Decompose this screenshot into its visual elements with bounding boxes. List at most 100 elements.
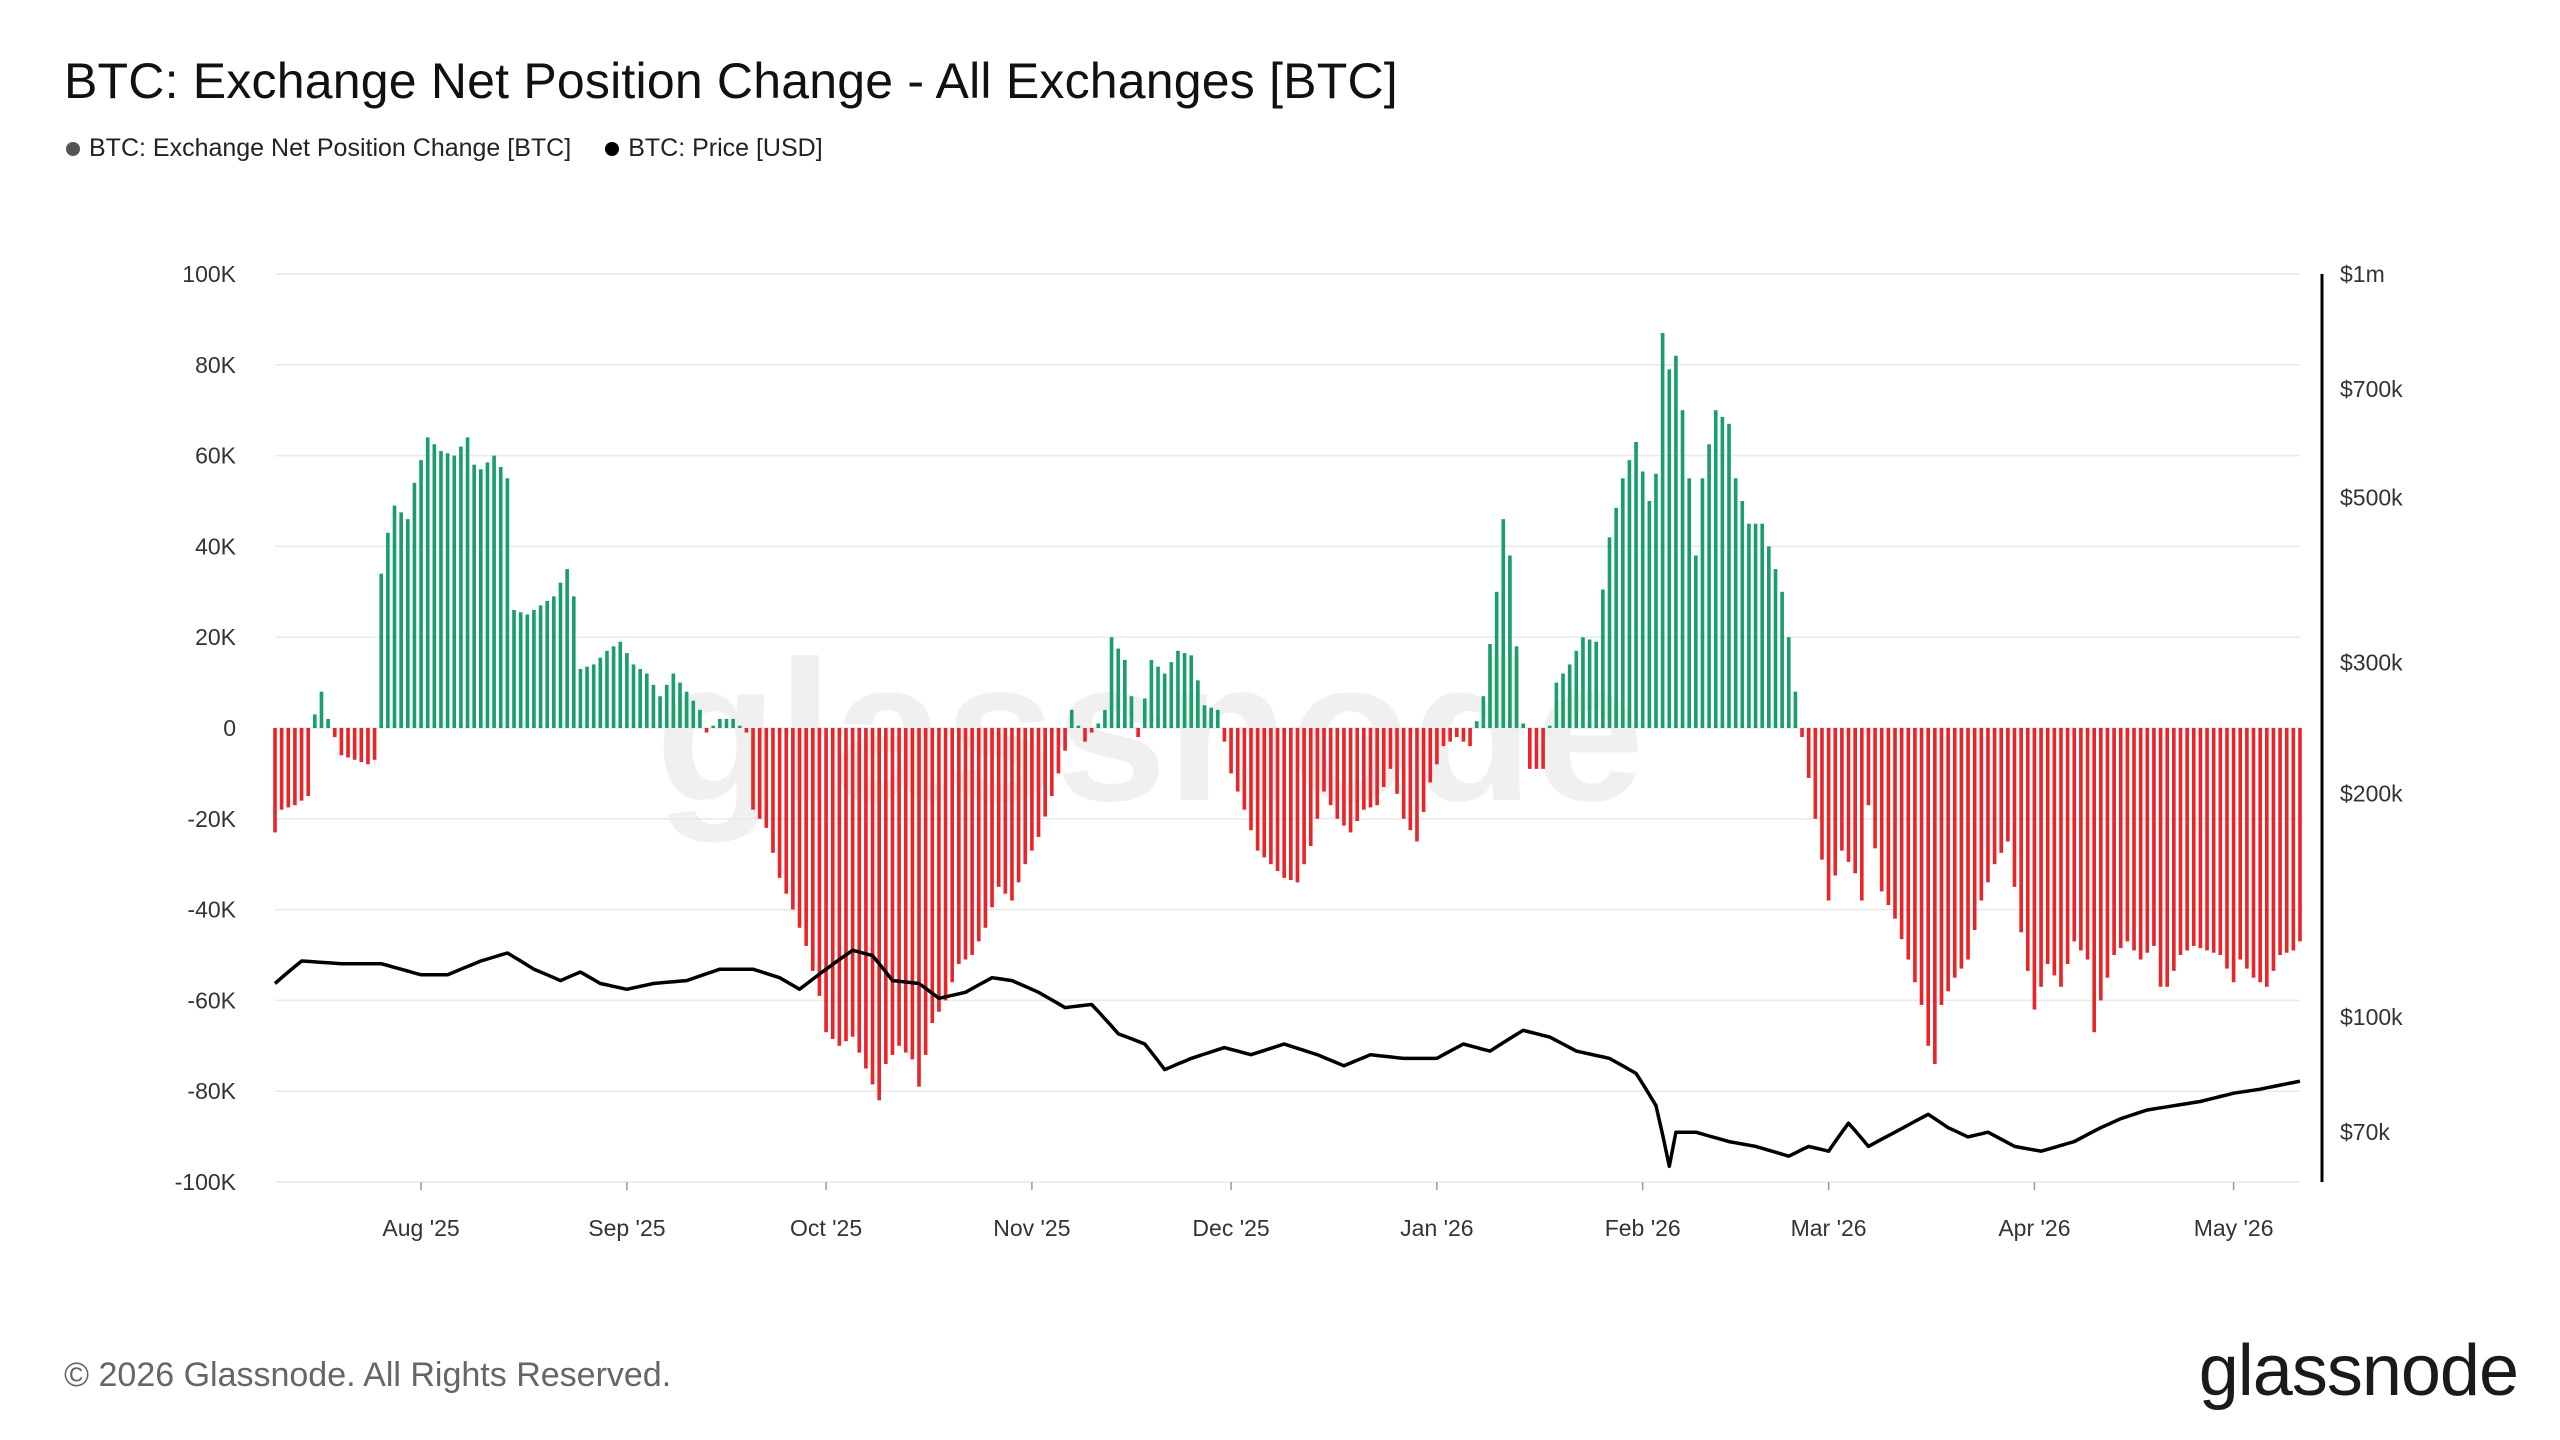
bar-negative [2065,728,2070,965]
bar-negative [1992,728,1997,865]
bar-negative [1335,728,1340,819]
bar-positive [591,664,596,728]
bar-positive [1773,569,1778,728]
bar-positive [545,600,550,728]
bar-positive [1142,698,1147,728]
x-axis-tick-label: Feb '26 [1605,1215,1681,1241]
bar-negative [1853,728,1857,874]
bar-positive [1654,473,1658,728]
bar-positive [1733,478,1738,728]
bar-negative [923,728,928,1055]
bar-positive [425,437,430,728]
bar-positive [538,605,543,728]
bar-negative [1435,728,1439,765]
bar-negative [2291,728,2296,951]
right-axis-tick-label: $1m [2340,261,2385,287]
bar-negative [2112,728,2116,955]
bar-negative [2172,728,2176,971]
bar-positive [1189,655,1194,728]
bar-negative [976,728,981,942]
bar-negative [2205,728,2209,951]
bar-positive [598,657,603,728]
bar-negative [937,728,941,1012]
bar-positive [1647,501,1652,728]
bar-negative [2271,728,2276,971]
bar-positive [1514,646,1519,728]
bar-positive [392,505,397,728]
price-line [273,948,2301,1169]
bar-positive [1780,591,1784,728]
bar-negative [1262,728,1267,858]
bar-negative [797,728,802,928]
bar-negative [2125,728,2130,942]
bar-positive [651,684,656,728]
legend-label-price: BTC: Price [USD] [628,134,823,162]
bar-positive [1481,696,1486,728]
legend-item-price[interactable]: BTC: Price [USD] [605,134,823,163]
bar-negative [339,728,344,756]
bar-negative [2158,728,2163,987]
bar-negative [804,728,808,946]
bar-positive [578,668,583,728]
bar-positive [585,666,589,728]
bar-positive [1494,591,1499,728]
bar-negative [1255,728,1260,851]
bar-positive [737,725,742,728]
bar-positive [1753,523,1758,728]
bar-positive [1674,355,1678,728]
bar-negative [764,728,769,828]
bar-negative [963,728,968,960]
bar-negative [1242,728,1247,810]
bar-negative [2178,728,2183,955]
bar-negative [930,728,935,1024]
bar-negative [1528,728,1532,769]
right-axis-tick-label: $200k [2340,780,2403,806]
bar-negative [2284,728,2289,953]
legend-item-net-position[interactable]: BTC: Exchange Net Position Change [BTC] [66,134,571,163]
left-axis-tick-label: -40K [187,897,236,923]
bar-negative [2012,728,2017,887]
bar-positive [1687,478,1692,728]
bar-positive [1149,659,1154,728]
bar-positive [618,641,623,728]
bar-negative [1820,728,1824,860]
bar-positive [1069,709,1074,728]
bar-positive [1162,673,1167,728]
bar-negative [1959,728,1964,969]
bar-positive [505,478,510,728]
bar-negative [1913,728,1917,983]
glassnode-logo[interactable]: glassnode [2198,1331,2519,1411]
bar-negative [2191,728,2196,946]
bar-negative [864,728,868,1069]
left-axis-tick-label: -60K [187,987,236,1013]
bar-negative [2138,728,2143,960]
bar-negative [2251,728,2256,978]
bar-negative [1381,728,1386,788]
bar-positive [711,725,716,728]
bar-negative [1049,728,1054,797]
bar-negative [1986,728,1990,883]
bar-positive [1667,369,1672,728]
bar-positive [631,664,636,728]
bar-positive [485,462,490,728]
bar-negative [279,728,284,810]
bar-positive [571,596,576,728]
bar-negative [1454,728,1459,738]
bar-negative [332,728,337,738]
bar-negative [2264,728,2269,987]
bar-negative [1846,728,1851,862]
bar-positive [644,673,649,728]
bar-positive [1202,705,1207,728]
bar-negative [817,728,822,996]
bar-negative [857,728,862,1053]
bar-positive [552,596,556,728]
bar-negative [2045,728,2050,965]
bar-positive [1156,666,1160,728]
bar-positive [1116,648,1121,728]
bar-positive [1640,471,1645,728]
bar-negative [1893,728,1897,919]
bar-negative [2079,728,2083,951]
legend-label-net-position: BTC: Exchange Net Position Change [BTC] [89,134,572,162]
x-axis-tick-label: Aug '25 [382,1215,459,1241]
